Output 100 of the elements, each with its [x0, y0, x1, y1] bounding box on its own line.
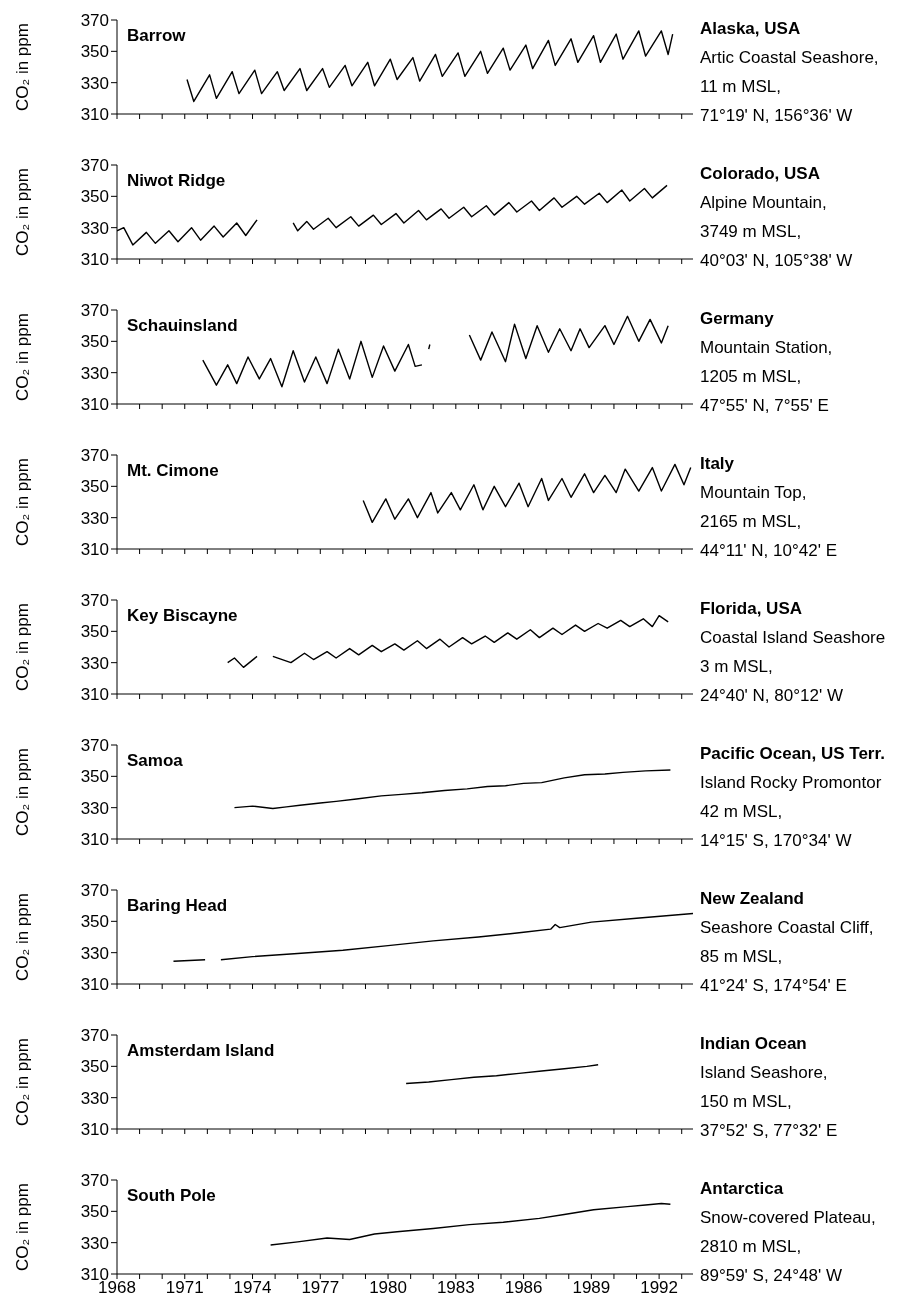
y-tick-label: 350	[80, 767, 109, 787]
chart-title: South Pole	[127, 1186, 216, 1206]
text: 89°59' S, 24°48' W	[700, 1265, 843, 1287]
text: 3 m MSL,	[700, 656, 774, 678]
text: 41°24' S, 174°54' E	[700, 975, 848, 997]
text: 71°19' N, 156°36' W	[700, 105, 854, 127]
y-axis-title: CO₂ in ppm	[13, 1038, 33, 1126]
y-tick-label: 370	[80, 301, 109, 321]
y-tick-label: 310	[80, 250, 109, 270]
text: 2165 m MSL,	[700, 511, 803, 533]
text: Island Rocky Promontor	[700, 772, 883, 794]
y-tick-label: 310	[80, 975, 109, 995]
y-axis-title: CO₂ in ppm	[13, 603, 33, 691]
chart-title: Schauinsland	[127, 316, 238, 336]
text: 24°40' N, 80°12' W	[700, 685, 844, 707]
y-tick-label: 350	[80, 1202, 109, 1222]
y-tick-label: 350	[80, 477, 109, 497]
x-tick-label: 1980	[369, 1278, 407, 1298]
chart-title: Niwot Ridge	[127, 171, 226, 191]
text: Snow-covered Plateau,	[700, 1207, 877, 1229]
line-series	[362, 463, 692, 524]
text: 47°55' N, 7°55' E	[700, 395, 830, 417]
chart-subtitle: Italy	[700, 453, 736, 475]
y-axis-title: CO₂ in ppm	[13, 458, 33, 546]
y-tick-label: 350	[80, 912, 109, 932]
y-tick-label: 350	[80, 1057, 109, 1077]
y-tick-label: 370	[80, 156, 109, 176]
y-axis-title: CO₂ in ppm	[13, 23, 33, 111]
y-axis-title: CO₂ in ppm	[13, 893, 33, 981]
y-axis-title: CO₂ in ppm	[13, 168, 33, 256]
y-tick-label: 350	[80, 332, 109, 352]
chart-title: Amsterdam Island	[127, 1041, 275, 1061]
y-tick-label: 370	[80, 736, 109, 756]
chart-title: Mt. Cimone	[127, 461, 219, 481]
y-tick-label: 350	[80, 622, 109, 642]
y-tick-label: 370	[80, 1026, 109, 1046]
text: Pacific Ocean, US Terr.	[700, 743, 886, 765]
y-tick-label: 370	[80, 446, 109, 466]
text: Indian Ocean	[700, 1033, 808, 1055]
y-tick-label: 330	[80, 73, 109, 93]
text: 85 m MSL,	[700, 946, 784, 968]
x-tick-label: 1977	[301, 1278, 340, 1298]
text: Mountain Station,	[700, 337, 834, 359]
y-tick-label: 330	[80, 798, 109, 818]
y-tick-label: 370	[80, 881, 109, 901]
text: Artic Coastal Seashore,	[700, 47, 880, 69]
y-tick-label: 370	[80, 1171, 109, 1191]
text: 2810 m MSL,	[700, 1236, 803, 1258]
y-axis-title: CO₂ in ppm	[13, 748, 33, 836]
y-tick-label: 310	[80, 830, 109, 850]
x-tick-label: 1971	[165, 1278, 204, 1298]
text: Mountain Top,	[700, 482, 808, 504]
text: 44°11' N, 10°42' E	[700, 540, 838, 562]
y-tick-label: 350	[80, 42, 109, 62]
chart-title: Barrow	[127, 26, 186, 46]
text: 14°15' S, 170°34' W	[700, 830, 853, 852]
chart-title: Samoa	[127, 751, 183, 771]
text: 11 m MSL,	[700, 76, 782, 98]
line-series	[186, 30, 674, 103]
y-tick-label: 330	[80, 1088, 109, 1108]
line-series	[405, 1064, 599, 1085]
x-tick-label: 1983	[436, 1278, 475, 1298]
text: Florida, USA	[700, 598, 803, 620]
line-series	[269, 1202, 672, 1246]
y-tick-label: 330	[80, 1233, 109, 1253]
text: Coastal Island Seashore	[700, 627, 887, 649]
y-tick-label: 330	[80, 508, 109, 528]
text: 40°03' N, 105°38' W	[700, 250, 854, 272]
x-tick-label: 1974	[233, 1278, 272, 1298]
y-tick-label: 310	[80, 105, 109, 125]
chart-title: Key Biscayne	[127, 606, 238, 626]
x-tick-label: 1992	[640, 1278, 679, 1298]
y-tick-label: 330	[80, 363, 109, 383]
x-tick-label: 1986	[504, 1278, 543, 1298]
y-tick-label: 330	[80, 943, 109, 963]
y-axis-title: CO₂ in ppm	[13, 1183, 33, 1271]
x-tick-label: 1989	[572, 1278, 611, 1298]
text: Germany	[700, 308, 775, 330]
text: 37°52' S, 77°32' E	[700, 1120, 839, 1142]
text: Island Seashore,	[700, 1062, 829, 1084]
text: Antarctica	[700, 1178, 785, 1200]
y-tick-label: 310	[80, 1120, 109, 1140]
chart-title: Baring Head	[127, 896, 228, 916]
text: 42 m MSL,	[700, 801, 784, 823]
text: Alaska, USA	[700, 18, 802, 40]
y-tick-label: 370	[80, 591, 109, 611]
y-tick-label: 330	[80, 653, 109, 673]
text: 1205 m MSL,	[700, 366, 803, 388]
line-series	[233, 769, 672, 810]
text: 3749 m MSL,	[700, 221, 803, 243]
y-tick-label: 330	[80, 218, 109, 238]
y-tick-label: 310	[80, 540, 109, 560]
y-tick-label: 370	[80, 11, 109, 31]
y-tick-label: 310	[80, 685, 109, 705]
y-axis-title: CO₂ in ppm	[13, 313, 33, 401]
text: New Zealand	[700, 888, 805, 910]
text: Colorado, USA	[700, 163, 821, 185]
text: Seashore Coastal Cliff,	[700, 917, 875, 939]
y-tick-label: 350	[80, 187, 109, 207]
text: 150 m MSL,	[700, 1091, 793, 1113]
